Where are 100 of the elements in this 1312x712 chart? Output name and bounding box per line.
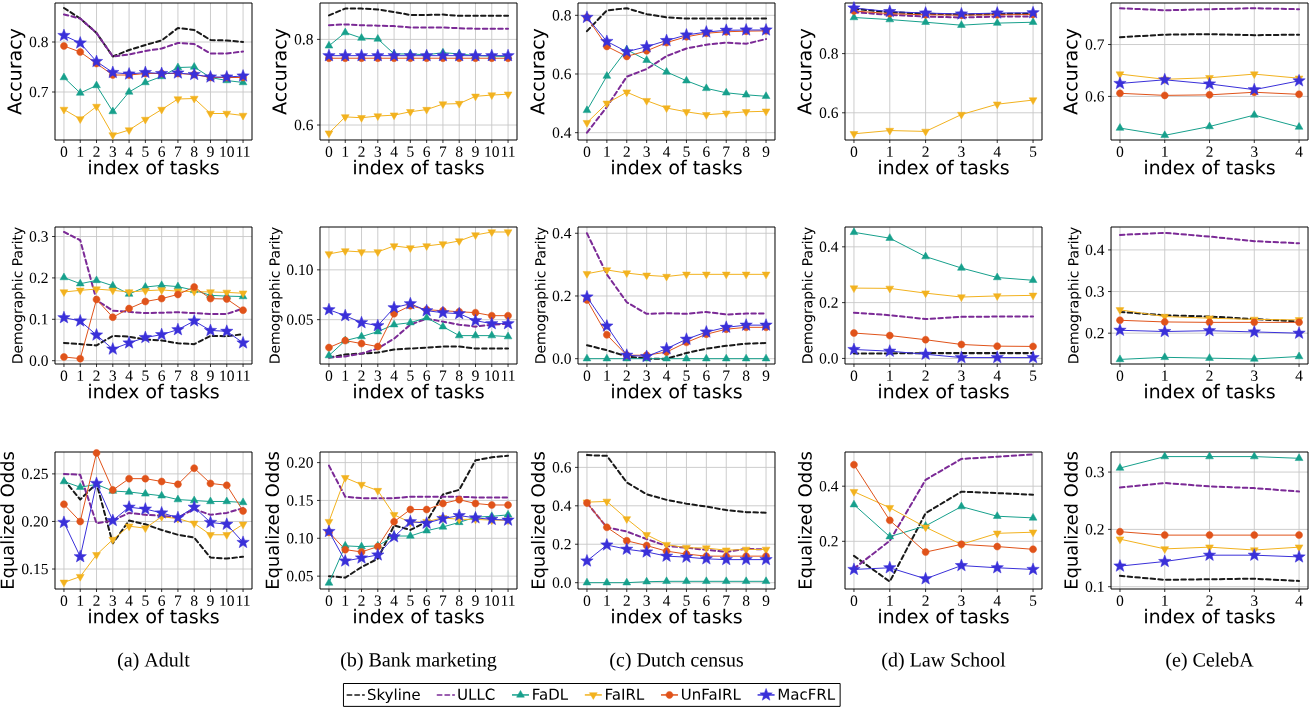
x-tick-label: 11: [501, 595, 515, 606]
x-tick-label: 2: [922, 146, 929, 157]
x-tick-label: 11: [501, 146, 515, 157]
x-tick-label: 7: [175, 146, 182, 157]
y-tick-label: 0.2: [1085, 327, 1104, 339]
x-tick-label: 9: [472, 595, 479, 606]
x-tick-label: 3: [109, 146, 117, 157]
y-tick-label: 0.0: [552, 577, 571, 588]
x-tick-label: 3: [958, 146, 965, 157]
x-tick-label: 9: [472, 146, 479, 157]
x-tick-label: 2: [922, 370, 929, 381]
y-tick-label: 0.10: [286, 533, 313, 544]
x-tick-label: 11: [236, 595, 250, 606]
y-tick-label: 0.3: [29, 231, 48, 242]
x-tick-label: 5: [1030, 370, 1037, 381]
x-tick-label: 8: [742, 146, 750, 157]
x-tick-label: 7: [440, 146, 447, 157]
x-tick-label: 8: [742, 370, 750, 381]
text: (b) Bank marketing: [341, 652, 497, 671]
x-tick-label: 2: [358, 595, 365, 606]
x-tick-label: 8: [190, 146, 198, 157]
x-tick-label: 5: [1030, 595, 1037, 606]
x-tick-label: 9: [207, 595, 214, 606]
y-axis-title: Demographic Parity: [1067, 227, 1082, 363]
y-axis-title: Demographic Parity: [534, 227, 549, 363]
y-tick-label: 0.20: [286, 457, 313, 468]
x-axis-title: index of tasks: [89, 159, 219, 175]
x-tick-label: 3: [109, 595, 117, 606]
x-tick-label: 2: [623, 146, 630, 157]
x-tick-label: 11: [236, 370, 250, 381]
x-axis-title: index of tasks: [612, 383, 742, 399]
x-tick-label: 5: [407, 146, 414, 157]
x-axis-title: index of tasks: [354, 383, 484, 399]
x-tick-label: 8: [190, 370, 198, 381]
x-tick-label: 4: [125, 370, 133, 381]
y-tick-label: 0.25: [21, 468, 48, 480]
x-tick-label: 2: [93, 595, 100, 606]
y-tick-label: 0.6: [1085, 91, 1105, 102]
x-tick-label: 8: [742, 595, 750, 606]
x-tick-label: 0: [850, 146, 858, 157]
x-tick-label: 2: [623, 370, 630, 381]
y-tick-label: 0.8: [29, 36, 48, 48]
x-tick-label: 0: [850, 370, 858, 381]
x-tick-label: 5: [683, 146, 690, 157]
y-axis-title: Accuracy: [7, 28, 26, 115]
x-tick-label: 6: [158, 146, 166, 157]
legend-label: FaIRL: [606, 688, 645, 700]
y-tick-label: 0.3: [1085, 466, 1104, 478]
x-tick-label: 6: [158, 595, 166, 606]
x-tick-label: 4: [1295, 146, 1303, 157]
y-tick-label: 0.4: [819, 241, 839, 253]
x-tick-label: 0: [60, 146, 68, 157]
x-tick-label: 3: [1251, 370, 1258, 381]
x-tick-label: 3: [958, 370, 965, 381]
x-tick-label: 3: [643, 146, 650, 157]
x-tick-label: 1: [77, 370, 84, 381]
x-tick-label: 1: [604, 595, 610, 606]
x-axis-title: index of tasks: [89, 608, 219, 624]
x-tick-label: 0: [60, 595, 68, 606]
x-tick-label: 9: [762, 595, 770, 606]
x-tick-label: 0: [850, 595, 858, 606]
x-tick-label: 0: [1116, 595, 1124, 606]
x-tick-label: 4: [662, 146, 671, 157]
legend-label: MacFRL: [778, 688, 836, 700]
y-axis-title: Demographic Parity: [269, 227, 283, 363]
y-axis-title: Accuracy: [797, 28, 816, 115]
x-tick-label: 2: [358, 370, 365, 381]
x-tick-label: 1: [1162, 370, 1168, 381]
x-tick-label: 7: [440, 595, 447, 606]
y-axis-title: Equalized Odds: [797, 452, 816, 589]
x-tick-label: 7: [723, 146, 730, 157]
x-tick-label: 2: [1206, 595, 1213, 606]
x-tick-label: 0: [325, 370, 333, 381]
x-tick-label: 4: [1295, 370, 1303, 381]
y-tick-label: 0.7: [29, 86, 49, 98]
x-tick-label: 9: [207, 146, 214, 157]
x-tick-label: 4: [1295, 595, 1303, 606]
y-tick-label: 0.15: [21, 563, 48, 575]
x-tick-label: 4: [390, 146, 398, 157]
x-tick-label: 2: [358, 146, 365, 157]
x-tick-label: 0: [583, 146, 591, 157]
x-tick-label: 2: [1206, 146, 1213, 157]
x-tick-label: 9: [472, 370, 479, 381]
x-tick-label: 0: [1116, 370, 1124, 381]
x-tick-label: 10: [220, 146, 234, 157]
y-tick-label: 0.6: [819, 107, 839, 119]
y-tick-label: 0.05: [286, 570, 313, 582]
y-tick-label: 0.15: [286, 495, 313, 506]
x-tick-label: 5: [1030, 146, 1037, 157]
x-tick-label: 6: [703, 595, 710, 606]
y-tick-label: 0.05: [286, 314, 313, 325]
x-tick-label: 2: [93, 146, 100, 157]
x-tick-label: 1: [887, 146, 893, 157]
x-axis-title: index of tasks: [879, 159, 1009, 175]
y-axis-title: Equalized Odds: [0, 452, 18, 589]
x-tick-label: 5: [142, 146, 149, 157]
x-tick-label: 4: [125, 595, 133, 606]
y-tick-label: 0.2: [819, 297, 838, 308]
y-tick-label: 0.6: [552, 462, 572, 473]
x-tick-label: 2: [1206, 370, 1213, 381]
